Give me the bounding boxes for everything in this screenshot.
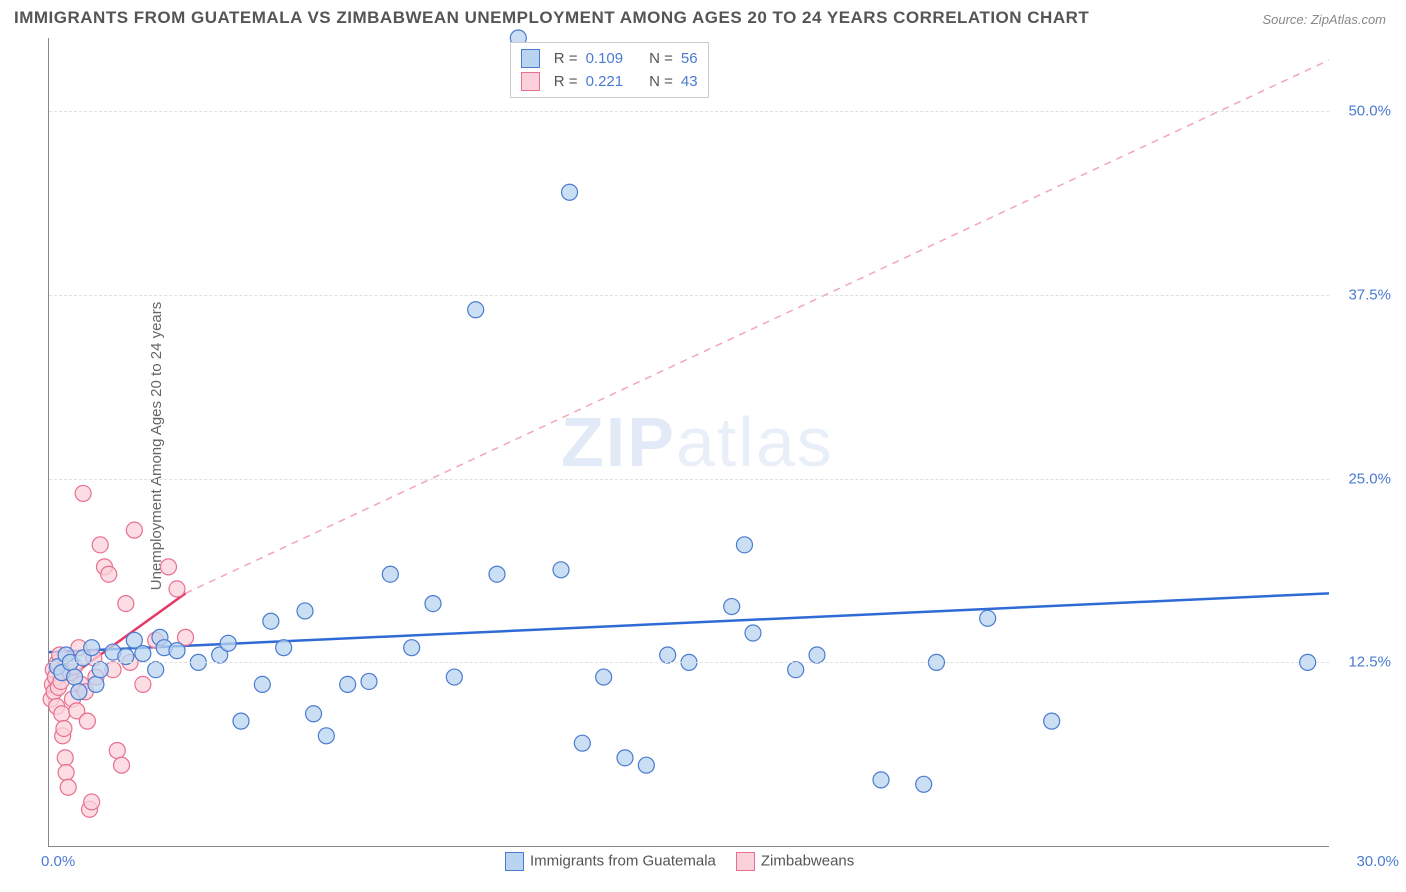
data-point: [361, 673, 377, 689]
data-point: [148, 662, 164, 678]
correlation-legend: R = 0.109 N = 56 R = 0.221 N = 43: [510, 42, 709, 98]
data-point: [220, 635, 236, 651]
legend-row-blue: R = 0.109 N = 56: [521, 47, 698, 70]
y-tick-label: 50.0%: [1336, 103, 1391, 120]
legend-label-pink: Zimbabweans: [761, 852, 854, 869]
x-tick-min: 0.0%: [41, 853, 75, 870]
data-point: [745, 625, 761, 641]
legend-swatch-blue: [505, 852, 524, 871]
y-tick-label: 25.0%: [1336, 470, 1391, 487]
data-point: [596, 669, 612, 685]
trend-line: [49, 593, 1329, 652]
data-point: [92, 537, 108, 553]
data-point: [75, 485, 91, 501]
data-point: [233, 713, 249, 729]
data-point: [135, 676, 151, 692]
data-point: [553, 562, 569, 578]
data-point: [60, 779, 76, 795]
legend-swatch-blue: [521, 49, 540, 68]
data-point: [56, 720, 72, 736]
n-label: N =: [649, 50, 673, 67]
n-value-pink: 43: [681, 73, 698, 90]
data-point: [1044, 713, 1060, 729]
source-label: Source: ZipAtlas.com: [1262, 12, 1386, 27]
n-label: N =: [649, 73, 673, 90]
data-point: [84, 640, 100, 656]
legend-swatch-pink: [736, 852, 755, 871]
data-point: [160, 559, 176, 575]
data-point: [404, 640, 420, 656]
data-point: [263, 613, 279, 629]
data-point: [101, 566, 117, 582]
n-value-blue: 56: [681, 50, 698, 67]
data-point: [617, 750, 633, 766]
gridline: [49, 662, 1329, 663]
data-point: [489, 566, 505, 582]
data-point: [318, 728, 334, 744]
data-point: [254, 676, 270, 692]
data-point: [873, 772, 889, 788]
r-value-pink: 0.221: [586, 73, 624, 90]
data-point: [67, 669, 83, 685]
data-point: [54, 706, 70, 722]
data-point: [169, 581, 185, 597]
legend-item-pink: Zimbabweans: [736, 852, 854, 871]
data-point: [118, 596, 134, 612]
legend-label-blue: Immigrants from Guatemala: [530, 852, 716, 869]
data-point: [306, 706, 322, 722]
data-point: [126, 522, 142, 538]
gridline: [49, 479, 1329, 480]
data-point: [638, 757, 654, 773]
data-point: [574, 735, 590, 751]
data-point: [425, 596, 441, 612]
data-point: [109, 743, 125, 759]
data-point: [79, 713, 95, 729]
data-point: [980, 610, 996, 626]
legend-swatch-pink: [521, 72, 540, 91]
data-point: [84, 794, 100, 810]
data-point: [809, 647, 825, 663]
r-label: R =: [554, 73, 578, 90]
r-value-blue: 0.109: [586, 50, 624, 67]
y-tick-label: 12.5%: [1336, 654, 1391, 671]
data-point: [382, 566, 398, 582]
data-point: [169, 643, 185, 659]
data-point: [92, 662, 108, 678]
legend-row-pink: R = 0.221 N = 43: [521, 70, 698, 93]
data-point: [135, 646, 151, 662]
x-tick-max: 30.0%: [1356, 853, 1399, 870]
data-point: [916, 776, 932, 792]
data-point: [57, 750, 73, 766]
data-point: [788, 662, 804, 678]
data-point: [562, 184, 578, 200]
gridline: [49, 111, 1329, 112]
data-point: [340, 676, 356, 692]
data-point: [468, 302, 484, 318]
data-point: [446, 669, 462, 685]
data-point: [724, 599, 740, 615]
series-legend: Immigrants from Guatemala Zimbabweans: [505, 852, 854, 871]
scatter-plot-area: ZIPatlas R = 0.109 N = 56 R = 0.221 N = …: [48, 38, 1329, 847]
trend-line: [186, 60, 1329, 593]
y-tick-label: 37.5%: [1336, 287, 1391, 304]
data-point: [114, 757, 130, 773]
data-point: [660, 647, 676, 663]
data-point: [58, 765, 74, 781]
legend-item-blue: Immigrants from Guatemala: [505, 852, 716, 871]
chart-title: IMMIGRANTS FROM GUATEMALA VS ZIMBABWEAN …: [14, 8, 1089, 28]
data-point: [88, 676, 104, 692]
data-point: [297, 603, 313, 619]
data-point: [736, 537, 752, 553]
data-point: [71, 684, 87, 700]
r-label: R =: [554, 50, 578, 67]
data-point: [276, 640, 292, 656]
gridline: [49, 295, 1329, 296]
plot-svg: [49, 38, 1329, 846]
